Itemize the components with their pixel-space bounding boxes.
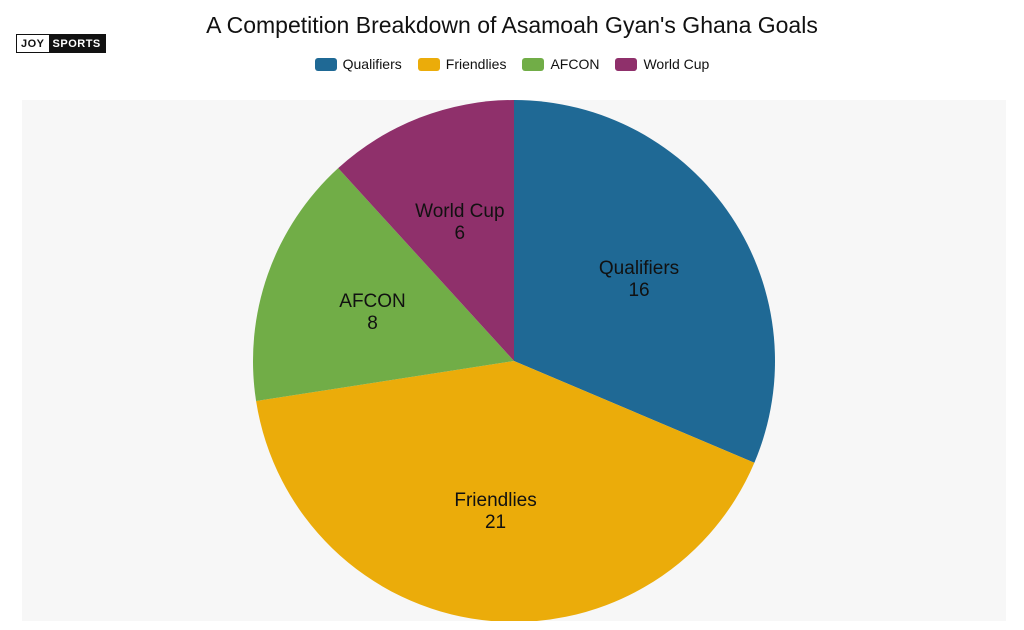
pie-slice-afcon[interactable] bbox=[253, 168, 514, 402]
legend-item-friendlies[interactable]: Friendlies bbox=[417, 56, 507, 72]
legend-swatch-afcon bbox=[522, 57, 545, 71]
slice-label-qualifiers: Qualifiers bbox=[599, 258, 679, 279]
slice-value-world-cup: 6 bbox=[455, 223, 466, 244]
slice-label-world-cup: World Cup bbox=[415, 201, 504, 222]
legend-label-qualifiers: Qualifiers bbox=[342, 56, 402, 72]
pie-slice-qualifiers[interactable] bbox=[514, 100, 775, 463]
legend-item-world-cup[interactable]: World Cup bbox=[615, 56, 709, 72]
legend-label-afcon: AFCON bbox=[550, 56, 600, 72]
joy-sports-logo: JOY SPORTS bbox=[16, 34, 106, 53]
legend-item-qualifiers[interactable]: Qualifiers bbox=[314, 56, 402, 72]
slice-value-afcon: 8 bbox=[367, 313, 378, 334]
slice-value-friendlies: 21 bbox=[485, 512, 506, 533]
logo-sports-text: SPORTS bbox=[48, 35, 105, 52]
slice-value-qualifiers: 16 bbox=[628, 280, 649, 301]
legend-label-world-cup: World Cup bbox=[643, 56, 710, 72]
pie-slice-world-cup[interactable] bbox=[338, 100, 514, 361]
legend-item-afcon[interactable]: AFCON bbox=[522, 56, 599, 72]
chart-title: A Competition Breakdown of Asamoah Gyan'… bbox=[206, 12, 818, 38]
plot-area: Qualifiers 16 Friendlies 21 AFCON 8 World Cup 6 bbox=[22, 100, 1006, 621]
slice-label-friendlies: Friendlies bbox=[454, 490, 536, 511]
legend-label-friendlies: Friendlies bbox=[445, 56, 507, 72]
chart-legend: Qualifiers Friendlies AFCON World Cup bbox=[0, 56, 1024, 72]
pie-slice-friendlies[interactable] bbox=[256, 361, 755, 621]
legend-swatch-friendlies bbox=[417, 57, 440, 71]
legend-swatch-world-cup bbox=[615, 57, 638, 71]
legend-swatch-qualifiers bbox=[314, 57, 337, 71]
slice-label-afcon: AFCON bbox=[339, 291, 406, 312]
logo-joy-text: JOY bbox=[17, 35, 49, 52]
